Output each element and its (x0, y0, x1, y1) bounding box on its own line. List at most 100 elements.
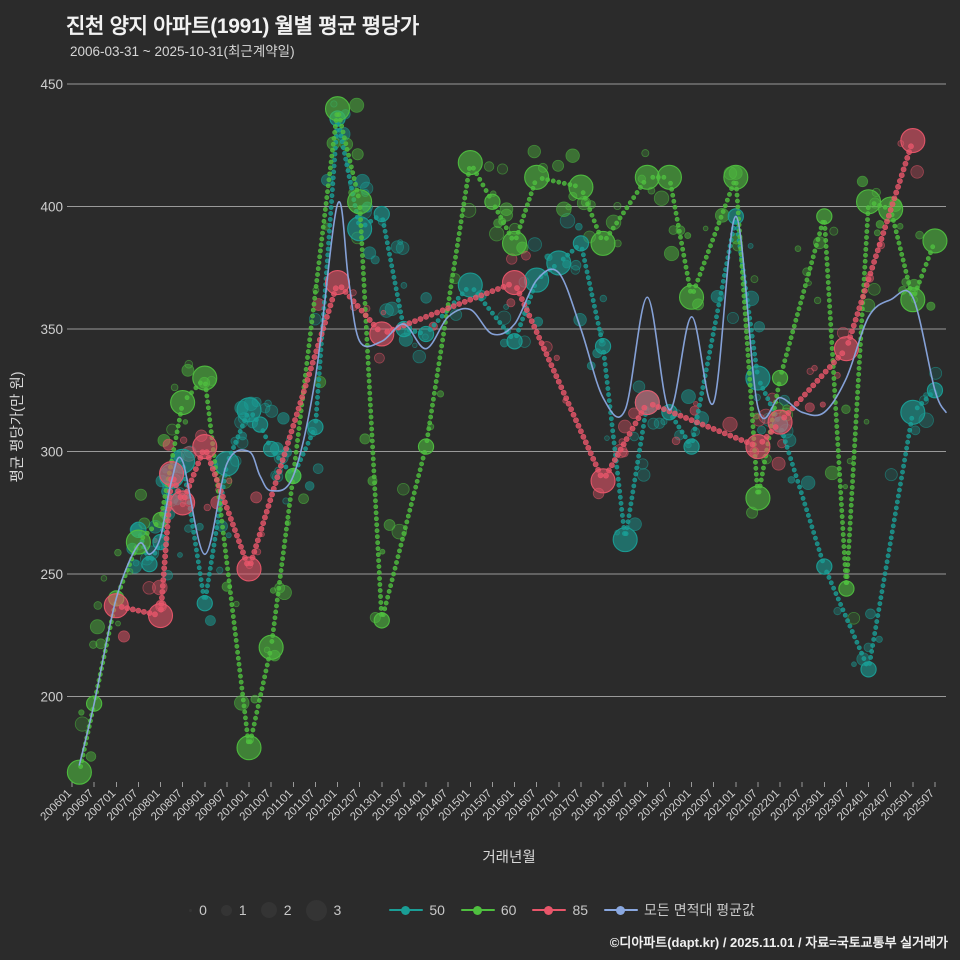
series-connector-dot (698, 396, 704, 402)
series-point[interactable] (236, 556, 262, 582)
series-point[interactable] (771, 369, 789, 387)
series-connector-dot (287, 503, 292, 508)
series-connector-dot (206, 411, 212, 417)
series-point[interactable] (594, 338, 612, 355)
series-point[interactable] (103, 593, 129, 619)
series-connector-dot (374, 522, 380, 528)
series-connector-dot (497, 320, 503, 325)
series-connector-dot (331, 163, 337, 169)
series-point[interactable] (900, 287, 926, 313)
series-connector-dot (878, 595, 884, 601)
series-point[interactable] (856, 189, 882, 215)
series-point[interactable] (745, 434, 771, 460)
series-connector-dot (342, 135, 347, 141)
series-point[interactable] (307, 418, 324, 436)
series-point[interactable] (723, 164, 749, 190)
series-point[interactable] (262, 440, 280, 458)
series-point[interactable] (324, 270, 351, 296)
scatter-point (234, 695, 250, 711)
series-point[interactable] (501, 230, 528, 256)
series-point[interactable] (900, 128, 926, 154)
series-point[interactable] (457, 272, 483, 298)
series-point[interactable] (900, 399, 926, 425)
series-point[interactable] (236, 735, 262, 761)
series-connector-dot (222, 542, 228, 548)
average-line[interactable] (78, 200, 947, 766)
series-connector-dot (361, 271, 366, 276)
series-connector-dot (897, 178, 903, 184)
series-point[interactable] (546, 250, 572, 276)
series-point[interactable] (860, 661, 877, 678)
series-point[interactable] (767, 409, 793, 435)
series-point[interactable] (170, 490, 196, 516)
series-point[interactable] (324, 96, 351, 122)
series-point[interactable] (612, 527, 638, 553)
series-point[interactable] (524, 164, 550, 190)
series-point[interactable] (66, 759, 92, 785)
series-connector-dot (165, 512, 172, 518)
series-point[interactable] (147, 602, 174, 629)
series-point[interactable] (572, 235, 590, 252)
series-point[interactable] (236, 397, 262, 423)
color-legend-item[interactable]: 모든 면적대 평균값 (604, 900, 755, 920)
series-point[interactable] (634, 164, 660, 190)
series-point[interactable] (258, 634, 284, 660)
color-legend-item[interactable]: 85 (532, 902, 588, 918)
series-point[interactable] (417, 438, 435, 455)
series-point[interactable] (196, 595, 213, 612)
series-connector-dot (703, 254, 709, 260)
series-connector-dot (461, 298, 468, 305)
series-point[interactable] (347, 189, 373, 215)
series-point[interactable] (816, 558, 833, 575)
series-connector-dot (802, 391, 808, 398)
series-connector-dot (330, 147, 335, 153)
series-point[interactable] (816, 208, 833, 225)
series-point[interactable] (656, 164, 682, 190)
series-point[interactable] (568, 174, 594, 200)
series-connector-dot (753, 471, 759, 477)
color-legend-item[interactable]: 60 (460, 902, 516, 918)
series-point[interactable] (417, 325, 435, 343)
series-connector-dot (782, 439, 788, 444)
series-connector-dot (863, 252, 868, 258)
series-point[interactable] (506, 333, 523, 350)
series-connector-dot (309, 319, 315, 325)
series-connector-dot (376, 558, 382, 564)
series-point[interactable] (373, 612, 390, 629)
series-point[interactable] (141, 555, 158, 573)
series-connector-dot (904, 154, 911, 161)
series-point[interactable] (833, 336, 859, 362)
series-point[interactable] (922, 228, 948, 254)
series-point[interactable] (192, 365, 218, 391)
color-legend-item[interactable]: 50 (389, 902, 445, 918)
series-connector-dot (855, 389, 861, 395)
series-point[interactable] (170, 389, 196, 416)
series-point[interactable] (683, 438, 700, 455)
series-connector-dot (829, 340, 835, 345)
series-point[interactable] (838, 580, 855, 597)
series-connector-dot (634, 190, 640, 195)
series-connector-dot (847, 526, 853, 532)
series-point[interactable] (373, 205, 390, 223)
series-connector-dot (536, 334, 543, 341)
series-point[interactable] (159, 460, 185, 487)
series-point[interactable] (590, 230, 616, 256)
series-point[interactable] (251, 416, 269, 433)
series-connector-dot (837, 484, 843, 489)
series-point[interactable] (678, 284, 705, 310)
series-point[interactable] (192, 434, 218, 460)
series-connector-dot (722, 273, 727, 278)
series-point[interactable] (590, 468, 616, 494)
series-connector-dot (786, 450, 792, 456)
series-point[interactable] (347, 216, 373, 242)
series-point[interactable] (634, 389, 660, 416)
series-connector-dot (223, 504, 230, 511)
series-connector-dot (206, 571, 212, 577)
series-point[interactable] (745, 485, 771, 511)
series-point[interactable] (369, 321, 395, 347)
series-connector-dot (456, 301, 463, 307)
series-point[interactable] (501, 270, 528, 296)
series-point[interactable] (484, 193, 501, 210)
series-connector-dot (426, 426, 432, 432)
series-point[interactable] (457, 150, 483, 176)
